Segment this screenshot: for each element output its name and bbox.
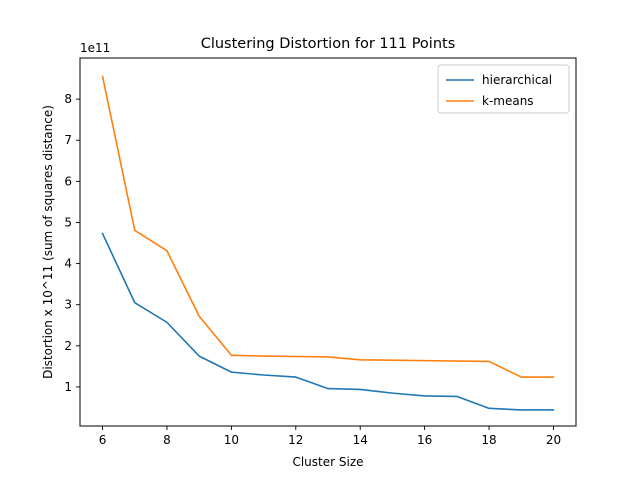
y-tick-label: 1 bbox=[64, 380, 72, 394]
y-axis-offset-text: 1e11 bbox=[80, 41, 110, 55]
y-axis-label: Distortion x 10^11 (sum of squares dista… bbox=[41, 105, 55, 379]
y-tick-label: 3 bbox=[64, 298, 72, 312]
x-tick-label: 14 bbox=[353, 433, 368, 447]
y-tick-label: 2 bbox=[64, 339, 72, 353]
y-tick-label: 5 bbox=[64, 215, 72, 229]
y-axis: 1 2 3 4 5 6 7 8 bbox=[64, 92, 80, 394]
chart-title: Clustering Distortion for 111 Points bbox=[201, 36, 456, 52]
x-tick-label: 8 bbox=[163, 433, 171, 447]
x-axis-label: Cluster Size bbox=[292, 455, 363, 469]
x-tick-label: 16 bbox=[417, 433, 432, 447]
y-tick-label: 7 bbox=[64, 133, 72, 147]
series-line-hierarchical bbox=[101, 232, 555, 411]
x-tick-label: 20 bbox=[546, 433, 561, 447]
x-axis: 6 8 10 12 14 16 18 20 bbox=[99, 426, 561, 447]
y-tick-label: 4 bbox=[64, 257, 72, 271]
x-tick-label: 6 bbox=[99, 433, 107, 447]
x-tick-label: 12 bbox=[288, 433, 303, 447]
plot-area-background bbox=[80, 58, 576, 426]
x-tick-label: 18 bbox=[481, 433, 496, 447]
legend-label-hierarchical: hierarchical bbox=[482, 73, 552, 87]
plot-frame bbox=[79, 57, 577, 427]
y-tick-label: 8 bbox=[64, 92, 72, 106]
series-layer bbox=[101, 75, 555, 411]
legend: hierarchical k-means bbox=[437, 64, 570, 114]
x-tick-label: 10 bbox=[224, 433, 239, 447]
series-line-k-means bbox=[101, 75, 555, 378]
legend-label-k-means: k-means bbox=[482, 94, 534, 108]
y-tick-label: 6 bbox=[64, 174, 72, 188]
